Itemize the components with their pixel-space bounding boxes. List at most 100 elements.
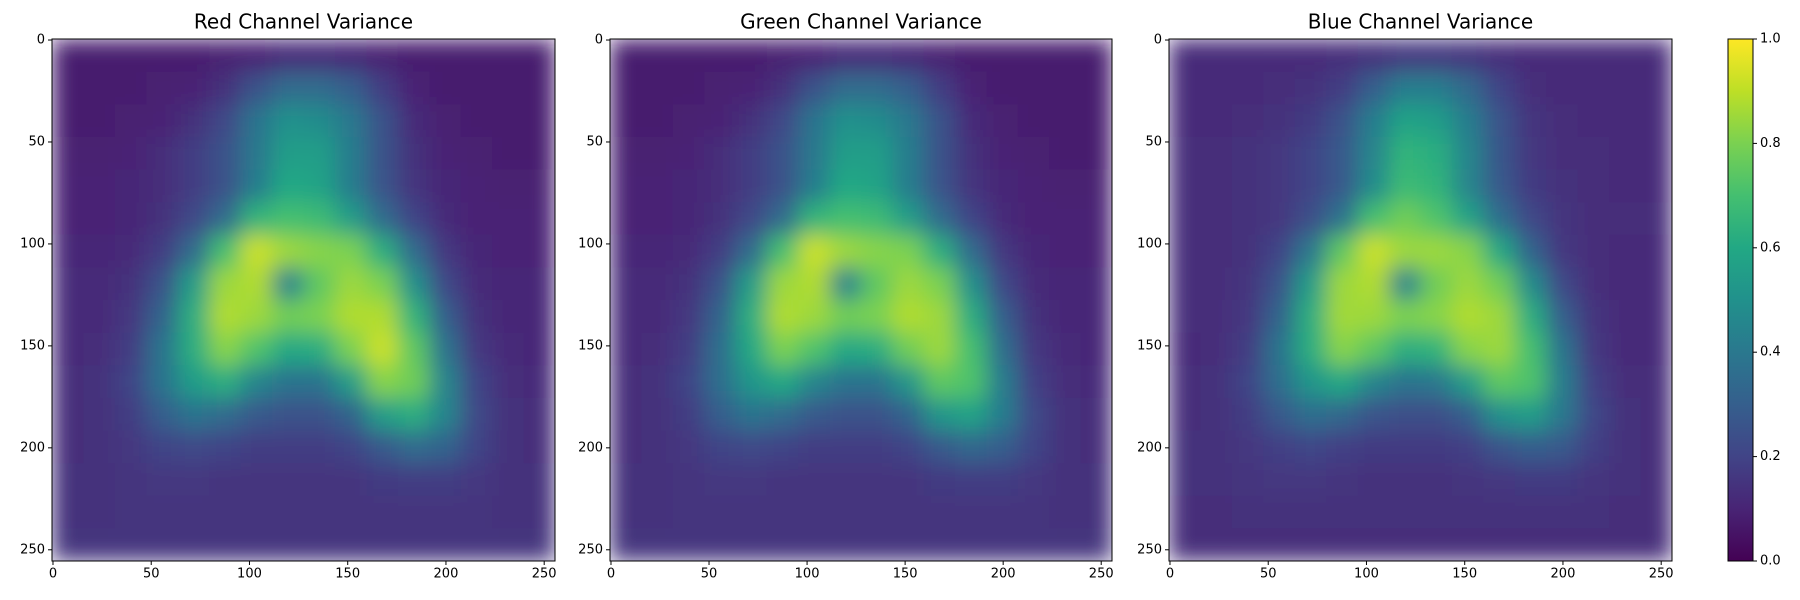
heatmap-cell [83,365,116,399]
heatmap-cell [1231,430,1264,464]
heatmap-cell [272,136,304,170]
heatmap-cell [986,365,1019,399]
heatmap-cell [1451,495,1484,529]
heatmap-cell [1420,365,1453,399]
y-tick-label: 100 [578,236,603,251]
heatmap-cell [1326,463,1359,497]
heatmap-cell [397,430,430,464]
heatmap-cell [272,202,304,236]
heatmap-cell [735,397,768,431]
heatmap-cell [829,136,862,170]
heatmap-cell [83,104,116,138]
heatmap-cell [209,39,242,73]
heatmap-cell [1514,202,1547,236]
heatmap-cell [798,430,831,464]
y-tick-label: 250 [578,542,603,557]
y-tick-label: 50 [28,134,45,149]
heatmap-cell [1017,71,1050,105]
heatmap-cell [209,202,242,236]
heatmap-cell [460,397,493,431]
heatmap-cell [492,463,525,497]
heatmap-cell [704,202,736,236]
x-tick-label: 100 [795,567,820,582]
y-tick-label: 250 [1137,542,1162,557]
heatmap-cell [861,300,893,334]
heatmap-cell [1169,234,1201,268]
heatmap-cell [366,365,399,399]
heatmap-cell [829,463,862,497]
heatmap-cell [1017,332,1050,366]
heatmap-cell [1483,365,1516,399]
heatmap-cell [829,300,862,334]
heatmap-cell [397,300,430,334]
heatmap-cell [1326,202,1359,236]
heatmap-cell [1640,267,1672,301]
heatmap-cell [1514,267,1547,301]
heatmap-cell [303,495,336,529]
heatmap-cell [240,234,273,268]
heatmap-cell [1263,39,1296,73]
heatmap-cell [1546,463,1579,497]
heatmap-cell [1389,365,1421,399]
heatmap-cell [861,332,893,366]
heatmap-cell [177,300,210,334]
heatmap-cell [1263,234,1296,268]
heatmap-cell [672,463,705,497]
heatmap-cell [798,463,831,497]
heatmap-cell [334,332,367,366]
heatmap-cell [1451,397,1484,431]
heatmap-cell [798,169,831,203]
heatmap-cell [1294,104,1327,138]
heatmap-cell [986,234,1019,268]
heatmap-cell [523,234,555,268]
heatmap-cell [177,528,210,561]
heatmap-cell [1389,528,1421,561]
heatmap-cell [1577,234,1610,268]
heatmap-cell [177,234,210,268]
heatmap-cell [209,169,242,203]
heatmap-cell [1483,169,1516,203]
colorbar-tick-label: 0.2 [1760,449,1781,464]
heatmap-cell [861,136,893,170]
heatmap-cell [1451,234,1484,268]
heatmap-cell [366,202,399,236]
heatmap-cell [1169,169,1201,203]
heatmap-cell [735,136,768,170]
heatmap-cell [1294,169,1327,203]
heatmap-cell [955,332,987,366]
heatmap-cell [1231,234,1264,268]
heatmap-cell [1049,39,1082,73]
heatmap-cell [923,104,956,138]
heatmap-cell [1080,495,1112,529]
heatmap-cell [1049,202,1082,236]
heatmap-cell [272,365,304,399]
heatmap-cell [460,234,493,268]
heatmap-cell [1017,169,1050,203]
axes-frame [51,38,556,562]
heatmap-cell [1389,234,1421,268]
heatmap-cell [460,332,493,366]
heatmap-cell [1326,300,1359,334]
x-tick-label: 250 [1089,567,1114,582]
heatmap-cell [1200,528,1233,561]
heatmap-cell [1231,136,1264,170]
x-tick-label: 100 [237,567,262,582]
heatmap-cell [1420,104,1453,138]
heatmap-cell [1017,234,1050,268]
heatmap-cell [272,39,304,73]
heatmap-cell [114,71,147,105]
heatmap-cell [492,300,525,334]
heatmap-cell [1609,39,1642,73]
heatmap-cell [1169,267,1201,301]
heatmap-cell [1357,365,1390,399]
heatmap-cell [1577,169,1610,203]
heatmap-cell [1546,528,1579,561]
heatmap-cell [209,71,242,105]
heatmap-cell [460,202,493,236]
heatmap-cell [641,430,674,464]
heatmap-cell [986,332,1019,366]
heatmap-cell [672,332,705,366]
heatmap-cell [52,39,84,73]
heatmap-cell [1231,463,1264,497]
heatmap-cell [986,104,1019,138]
